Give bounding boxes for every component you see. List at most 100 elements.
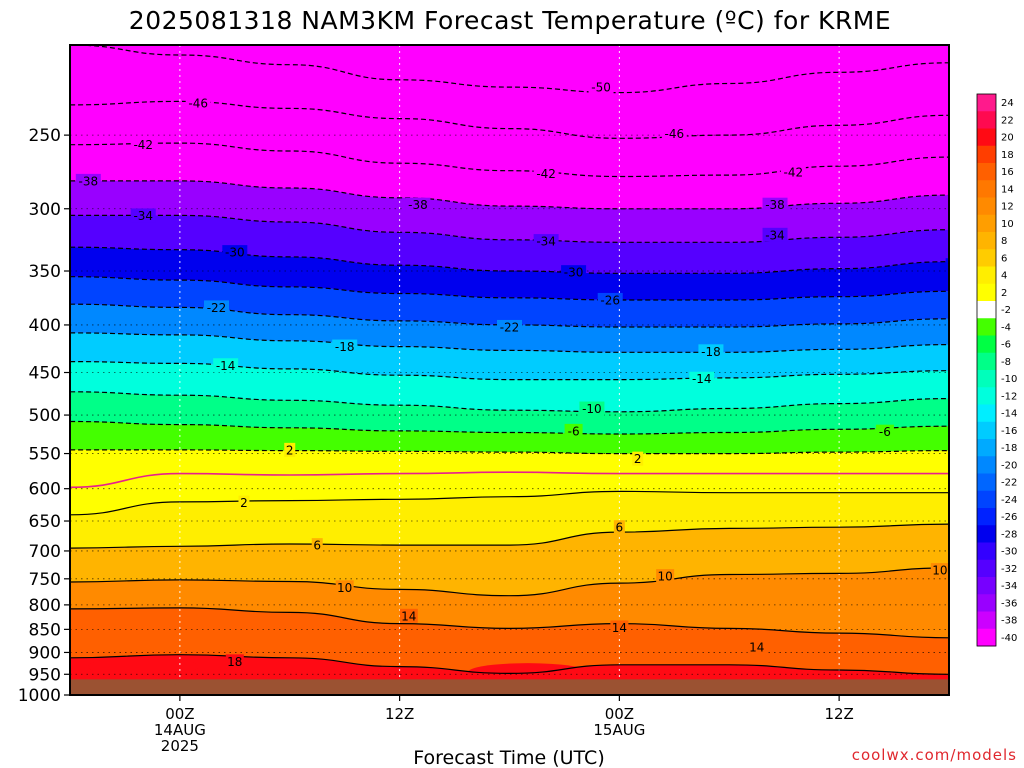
- colorbar-swatch: [977, 456, 996, 474]
- contour-label-bg: [953, 524, 964, 538]
- contour-label: -38: [765, 198, 785, 212]
- contour-label-bg: [747, 640, 766, 655]
- colorbar-swatch: [977, 232, 996, 250]
- colorbar-swatch: [977, 628, 996, 647]
- fill-band: [70, 143, 949, 209]
- y-tick-label: 450: [29, 364, 61, 384]
- contour-label: 10: [932, 564, 947, 578]
- colorbar-label: -14: [1001, 409, 1017, 420]
- y-tick-label: 400: [29, 316, 61, 336]
- chart-title: 2025081318 NAM3KM Forecast Temperature (…: [129, 6, 891, 35]
- colorbar-swatch: [977, 370, 996, 388]
- isotherm-line: [70, 567, 949, 597]
- credit-text: coolwx.com/models: [852, 746, 1017, 764]
- contour-label: -46: [188, 97, 208, 111]
- colorbar-swatch: [977, 318, 996, 336]
- fill-band: [70, 449, 949, 515]
- colorbar-swatch: [977, 180, 996, 198]
- contour-label: -38: [408, 198, 428, 212]
- contour-label-bg: [204, 300, 229, 315]
- y-tick-label: 900: [29, 643, 61, 663]
- contour-label: 10: [337, 581, 352, 595]
- x-axis-label: Forecast Time (UTC): [413, 747, 604, 768]
- colorbar-label: -28: [1001, 529, 1017, 540]
- colorbar-swatch: [977, 594, 996, 612]
- contour-label: -30: [948, 259, 968, 273]
- colorbar-swatch: [977, 145, 996, 164]
- contour-label: 18: [227, 655, 242, 669]
- colorbar-swatch: [977, 266, 996, 285]
- colorbar-label: -16: [1001, 426, 1017, 437]
- colorbar-label: 6: [1001, 253, 1007, 264]
- fill-band: [70, 361, 949, 412]
- contour-label-bg: [656, 569, 675, 584]
- colorbar-swatch: [977, 387, 996, 405]
- contour-label: -30: [564, 266, 584, 280]
- fill-band: [70, 45, 949, 139]
- contour-label-bg: [533, 234, 559, 249]
- colorbar-swatch: [977, 335, 996, 354]
- colorbar-swatch: [977, 249, 996, 267]
- melting-level-line: [70, 471, 949, 489]
- colorbar-label: 4: [1001, 271, 1007, 282]
- contour-label-bg: [130, 208, 156, 223]
- colorbar-label: 12: [1001, 202, 1014, 213]
- colorbar-label: 14: [1001, 184, 1014, 195]
- contour-label-bg: [185, 96, 211, 111]
- x-tick-label: 00Z: [165, 705, 194, 723]
- x-tick-label: 00Z: [605, 705, 634, 723]
- contour-label: -34: [536, 235, 556, 249]
- colorbar-label: -4: [1001, 322, 1011, 333]
- colorbar-swatch: [977, 111, 996, 129]
- colorbar-swatch: [977, 421, 996, 440]
- below-ground-area: [70, 679, 949, 695]
- colorbar-label: -18: [1001, 443, 1017, 454]
- colorbar-label: -8: [1001, 357, 1011, 368]
- colorbar-label: -20: [1001, 460, 1017, 471]
- contour-label-bg: [564, 423, 583, 438]
- isotherm-line: [70, 654, 949, 675]
- fill-band: [70, 524, 949, 596]
- y-tick-label: 700: [29, 542, 61, 562]
- y-tick-label: 600: [29, 480, 61, 500]
- contour-label-bg: [945, 258, 949, 273]
- colorbar-label: 22: [1001, 115, 1014, 126]
- colorbar-swatch: [977, 525, 996, 543]
- contour-label: 6: [313, 539, 321, 553]
- x-tick-label: 2025: [161, 737, 199, 755]
- contour-label-bg: [930, 563, 949, 578]
- contour-label-bg: [689, 371, 715, 386]
- contour-label-bg: [311, 538, 323, 553]
- contour-label: -42: [784, 166, 804, 180]
- contour-label-bg: [613, 520, 625, 535]
- y-tick-label: 250: [29, 126, 61, 146]
- colorbar-label: -6: [1001, 340, 1011, 351]
- y-tick-label: 300: [29, 200, 61, 220]
- contour-label: -46: [665, 127, 685, 141]
- contour-label: -14: [216, 359, 236, 373]
- contour-label-bg: [597, 292, 623, 307]
- contour-label-bg: [780, 165, 806, 180]
- x-tick-label: 12Z: [824, 705, 853, 723]
- contour-label-bg: [610, 620, 629, 635]
- contour-label-bg: [222, 245, 248, 260]
- contour-label: -18: [335, 340, 355, 354]
- colorbar-frame: [976, 93, 997, 647]
- colorbar-swatch: [977, 611, 996, 630]
- contour-label-bg: [225, 654, 244, 669]
- contour-label: -14: [692, 372, 712, 386]
- contour-label-bg: [762, 197, 788, 212]
- contour-label-bg: [579, 401, 605, 416]
- contour-label-bg: [661, 126, 687, 141]
- x-tick-label: 15AUG: [593, 721, 645, 739]
- contour-label: 14: [612, 621, 627, 635]
- fill-band: [70, 215, 949, 274]
- contour-label-bg: [405, 197, 431, 212]
- colorbar-swatch: [977, 473, 996, 492]
- contour-label-bg: [335, 580, 354, 595]
- colorbar-label: -24: [1001, 495, 1017, 506]
- colorbar-label: -30: [1001, 547, 1017, 558]
- contour-label: -50: [994, 58, 1014, 72]
- colorbar-label: -32: [1001, 564, 1017, 575]
